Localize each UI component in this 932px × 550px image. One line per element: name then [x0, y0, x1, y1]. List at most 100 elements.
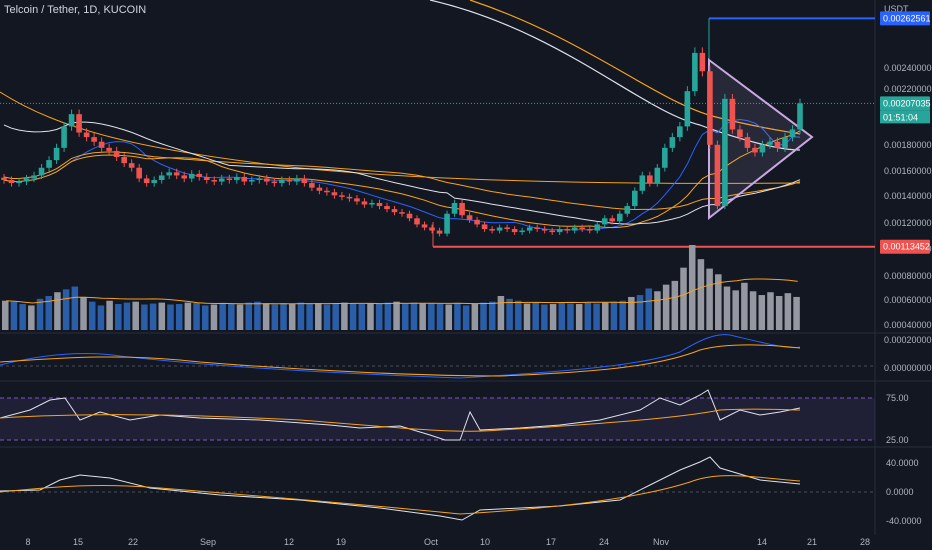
candle-body: [316, 187, 323, 191]
candle-body: [188, 173, 195, 179]
candle-body: [1, 177, 7, 181]
macd-signal-line: [0, 344, 801, 377]
candle-body: [707, 71, 713, 145]
candle-body: [181, 175, 188, 179]
time-tick-label: 21: [807, 537, 817, 547]
volume-tick-label: 0.00080000: [884, 271, 932, 281]
volume-bar: [697, 259, 705, 330]
candle-body: [391, 209, 398, 213]
volume-bar: [88, 301, 96, 330]
candle-body: [203, 176, 210, 181]
volume-bar: [262, 303, 270, 330]
volume-bar: [175, 304, 183, 330]
volume-bar: [245, 302, 252, 330]
price-tick-label: 0.00160000: [884, 166, 932, 176]
volume-bar: [636, 295, 644, 330]
volume-bar: [749, 291, 757, 330]
rsi-ma-line: [0, 408, 801, 432]
candle-body: [98, 141, 105, 148]
ma-20-orange: [3, 130, 801, 229]
volume-bar: [288, 304, 296, 330]
candle-body: [68, 114, 75, 127]
volume-bar: [715, 274, 722, 330]
candle-body: [699, 52, 706, 72]
candle-body: [339, 195, 345, 197]
macd-tick-label: 0.00000000: [884, 363, 932, 373]
candle-body: [279, 180, 285, 184]
volume-bar: [532, 302, 539, 330]
time-tick-label: 10: [480, 537, 490, 547]
lower-level-tag-bg: [880, 239, 930, 254]
candle-body: [256, 178, 263, 181]
volume-bar: [506, 298, 513, 330]
candle-body: [669, 137, 676, 148]
candle-body: [414, 218, 420, 225]
time-tick-label: 8: [25, 537, 30, 547]
volume-bar: [436, 304, 444, 330]
candle-body: [571, 227, 578, 231]
candle-body: [489, 229, 495, 231]
volume-bar: [158, 302, 166, 330]
rsi-tick-25: 25.00: [886, 435, 909, 445]
volume-bar: [115, 304, 122, 330]
candle-body: [91, 137, 97, 142]
volume-bar: [610, 301, 618, 330]
candle-body: [136, 167, 142, 179]
candle-body: [526, 227, 533, 231]
time-tick-label: 15: [73, 537, 83, 547]
upper-level-tag-bg: [880, 11, 930, 26]
candle-body: [647, 175, 653, 184]
volume-bar: [549, 304, 557, 330]
countdown-tag: 01:51:04: [883, 112, 918, 122]
volume-bar: [141, 304, 148, 330]
volume-bar: [688, 245, 696, 330]
ma-40-white: [3, 121, 801, 225]
candle-body: [737, 129, 743, 138]
candle-body: [61, 126, 67, 148]
candle-body: [504, 227, 510, 230]
ma-200-white: [429, 0, 801, 151]
volume-bar: [62, 289, 70, 330]
volume-bar: [523, 303, 531, 330]
volume-bar: [80, 296, 87, 330]
candle-body: [38, 167, 45, 176]
momentum-tick-neg40: -40.0000: [886, 516, 922, 526]
time-tick-label: 24: [599, 537, 609, 547]
candle-body: [106, 147, 112, 151]
volume-bar: [445, 304, 452, 330]
candle-body: [496, 227, 503, 231]
volume-bar: [167, 304, 174, 330]
candle-body: [459, 202, 465, 216]
candle-body: [451, 202, 458, 214]
volume-bar: [228, 304, 235, 330]
candle-body: [541, 229, 548, 231]
volume-bar: [132, 301, 139, 330]
candle-body: [594, 224, 601, 231]
candle-body: [511, 229, 518, 233]
volume-bar: [271, 304, 279, 330]
volume-bar: [375, 303, 383, 330]
volume-bar: [358, 304, 366, 330]
candle-body: [579, 227, 586, 230]
candle-body: [729, 98, 736, 130]
candle-body: [218, 178, 225, 182]
candle-body: [782, 137, 788, 148]
candle-body: [166, 172, 173, 176]
volume-bar: [2, 300, 9, 330]
candle-body: [211, 180, 218, 182]
volume-bar: [662, 284, 670, 330]
volume-bar: [741, 282, 748, 330]
volume-bar: [558, 303, 566, 330]
volume-ma-line: [6, 278, 798, 305]
macd-line: [0, 334, 801, 379]
volume-bar: [106, 300, 113, 330]
volume-bar: [315, 303, 322, 330]
countdown-tag-bg: [880, 110, 930, 124]
momentum-signal-line: [0, 475, 801, 515]
candle-body: [759, 144, 766, 153]
volume-bar: [236, 304, 244, 330]
candle-body: [384, 206, 390, 210]
candle-body: [226, 178, 233, 181]
candle-body: [797, 103, 803, 130]
